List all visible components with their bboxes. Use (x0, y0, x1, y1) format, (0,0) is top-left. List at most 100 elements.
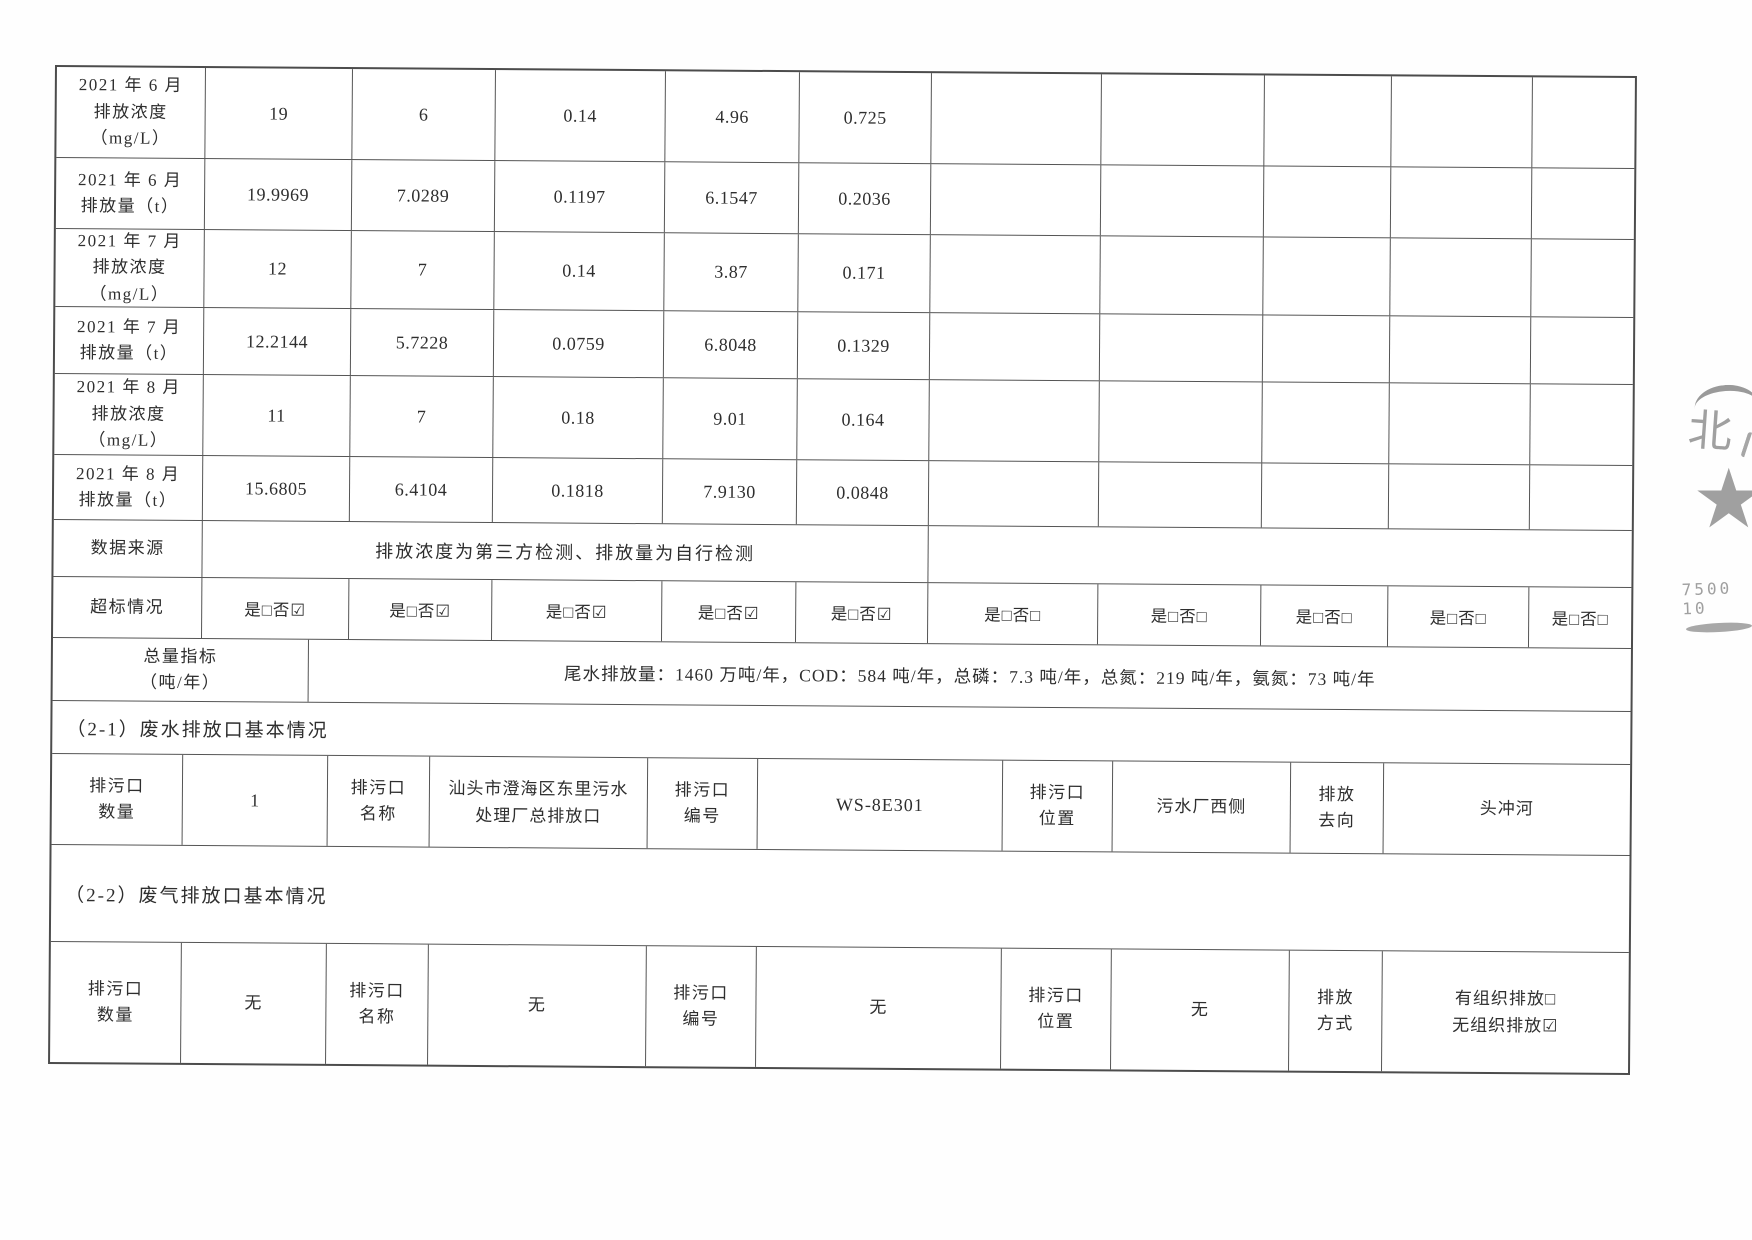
exceedance-checkbox-cell: 是□否□ (1259, 585, 1388, 647)
emission-value-cell: 12 (203, 230, 351, 309)
emission-value-cell: 7.9130 (661, 459, 797, 525)
outlet-destination-label: 排放 去向 (1289, 762, 1384, 854)
empty-value-cell (1530, 168, 1635, 240)
section-2-2-title: （2-2）废气排放口基本情况 (65, 884, 328, 908)
outlet-code-label: 排污口 编号 (646, 758, 758, 849)
emission-value-cell: 0.171 (797, 234, 930, 313)
emission-value-cell: 12.2144 (202, 308, 351, 376)
empty-value-cell (1530, 239, 1634, 318)
empty-value-cell (1261, 315, 1390, 383)
emission-value-cell: 5.7228 (349, 309, 494, 377)
gas-outlet-count-value: 无 (180, 942, 326, 1064)
exceedance-checkbox-cell: 是□否☑ (347, 579, 492, 641)
emission-value-cell: 6.8048 (662, 311, 798, 379)
empty-value-cell (927, 461, 1099, 527)
emission-value-cell: 0.1197 (493, 161, 665, 233)
monitoring-row: 2021 年 6 月 排放浓度 （mg/L） 19 6 0.14 4.96 0.725 (56, 67, 1635, 169)
gas-outlet-location-value: 无 (1110, 949, 1289, 1071)
total-quota-label: 总量指标 （吨/年） (140, 646, 221, 693)
empty-value-cell (1387, 464, 1530, 530)
official-seal-fragment: 北 ★ 7500 10 (1678, 382, 1752, 634)
emission-value-cell: 6.1547 (663, 162, 799, 234)
scanned-report-table: 2021 年 6 月 排放浓度 （mg/L） 19 6 0.14 4.96 0.725 20… (48, 65, 1637, 1076)
exceedance-row: 超标情况 是□否☑ 是□否☑ 是□否☑ 是□否☑ 是□否☑ 是□否□ 是□否□ 是□否□ 是□否… (53, 576, 1632, 649)
monitoring-row: 2021 年 8 月 排放量（t） 15.6805 6.4104 0.1818 7.91… (53, 454, 1633, 531)
emission-value-cell: 6 (351, 69, 495, 161)
empty-value-cell (1389, 167, 1532, 239)
emission-value-cell: 19 (204, 68, 352, 160)
empty-value-cell (929, 235, 1100, 314)
section-2-2-title-row: （2-2）废气排放口基本情况 (50, 843, 1630, 953)
seal-serial-number: 7500 10 (1681, 578, 1733, 619)
empty-value-cell (1099, 236, 1263, 315)
emission-value-cell: 15.6805 (201, 456, 350, 522)
data-source-row: 数据来源 排放浓度为第三方检测、排放量为自行检测 (53, 519, 1632, 588)
empty-value-cell (1388, 316, 1531, 384)
month-metric-label: 2021 年 8 月 排放浓度 （mg/L） (76, 377, 181, 450)
empty-value-cell (929, 164, 1101, 236)
emission-value-cell: 0.1818 (491, 458, 663, 524)
empty-value-cell (1263, 75, 1391, 167)
data-source-value: 排放浓度为第三方检测、排放量为自行检测 (201, 521, 928, 583)
empty-value-cell (1261, 382, 1389, 464)
emission-value-cell: 6.4104 (348, 457, 493, 523)
outlet-name-label: 排污口 名称 (326, 755, 430, 847)
outlet-location-label: 排污口 位置 (1001, 760, 1113, 852)
exceedance-checkbox-cell: 是□否□ (1096, 584, 1261, 646)
emission-value-cell: 0.14 (494, 70, 665, 162)
data-source-empty-cell (927, 526, 1632, 588)
seal-smudge (1685, 621, 1752, 634)
gas-outlet-mode-value: 有组织排放□ 无组织排放☑ (1381, 951, 1629, 1074)
exceedance-checkbox-cell: 是□否☑ (794, 582, 928, 644)
empty-value-cell (1389, 238, 1531, 317)
empty-value-cell (1388, 383, 1530, 465)
emission-value-cell: 7.0289 (350, 160, 495, 232)
empty-value-cell (1390, 76, 1532, 168)
empty-value-cell (1097, 462, 1262, 528)
empty-value-cell (928, 313, 1100, 381)
emission-value-cell: 0.2036 (797, 163, 931, 235)
month-metric-label: 2021 年 8 月 排放量（t） (75, 463, 181, 510)
empty-value-cell (1100, 74, 1264, 166)
emission-value-cell: 7 (349, 376, 493, 458)
emission-value-cell: 9.01 (662, 378, 797, 460)
month-metric-label: 2021 年 6 月 排放浓度 （mg/L） (78, 75, 184, 148)
emission-value-cell: 7 (350, 231, 494, 310)
empty-value-cell (1262, 237, 1390, 316)
outlet-name-value: 汕头市澄海区东里污水处理厂总排放口 (428, 756, 648, 849)
section-2-1-title-row: （2-1）废水排放口基本情况 (52, 699, 1631, 765)
empty-value-cell (1098, 381, 1262, 463)
total-quota-value: 尾水排放量：1460 万吨/年，COD：584 吨/年，总磷：7.3 吨/年，总… (307, 639, 1631, 712)
monitoring-row: 2021 年 6 月 排放量（t） 19.9969 7.0289 0.1197 6.15… (55, 157, 1635, 240)
exceedance-label: 超标情况 (90, 597, 165, 617)
emission-value-cell: 19.9969 (203, 159, 352, 231)
gas-outlet-code-label: 排污口 编号 (645, 946, 756, 1067)
outlet-count-label: 排污口 数量 (89, 775, 145, 822)
gas-outlet-name-label: 排污口 名称 (325, 943, 428, 1065)
empty-value-cell (1529, 317, 1634, 385)
empty-value-cell (928, 380, 1099, 462)
seal-star-icon: ★ (1692, 452, 1752, 547)
emission-value-cell: 4.96 (664, 71, 799, 163)
emission-value-cell: 0.1329 (796, 312, 930, 380)
empty-value-cell (930, 73, 1101, 165)
exceedance-checkbox-cell: 是□否☑ (201, 578, 349, 640)
empty-value-cell (1260, 463, 1389, 529)
empty-value-cell (1529, 384, 1633, 466)
emission-value-cell: 0.0848 (795, 460, 929, 526)
exceedance-checkbox-cell: 是□否☑ (660, 581, 796, 643)
empty-value-cell (1531, 77, 1635, 169)
empty-value-cell (1099, 165, 1264, 237)
outlet-destination-value: 头冲河 (1382, 763, 1631, 856)
empty-value-cell (1098, 314, 1263, 382)
outlet-code-value: WS-8E301 (756, 758, 1003, 851)
exceedance-checkbox-cell: 是□否□ (1386, 586, 1529, 648)
gas-outlet-mode-label: 排放 方式 (1288, 950, 1382, 1072)
emission-value-cell: 0.164 (796, 379, 929, 461)
emission-value-cell: 0.18 (492, 377, 663, 459)
gas-outlet-count-label: 排污口 数量 (87, 978, 144, 1025)
emission-value-cell: 3.87 (663, 233, 798, 312)
exceedance-checkbox-cell: 是□否☑ (490, 580, 662, 642)
outlet-location-value: 污水厂西侧 (1111, 761, 1291, 853)
empty-value-cell (1262, 166, 1391, 238)
